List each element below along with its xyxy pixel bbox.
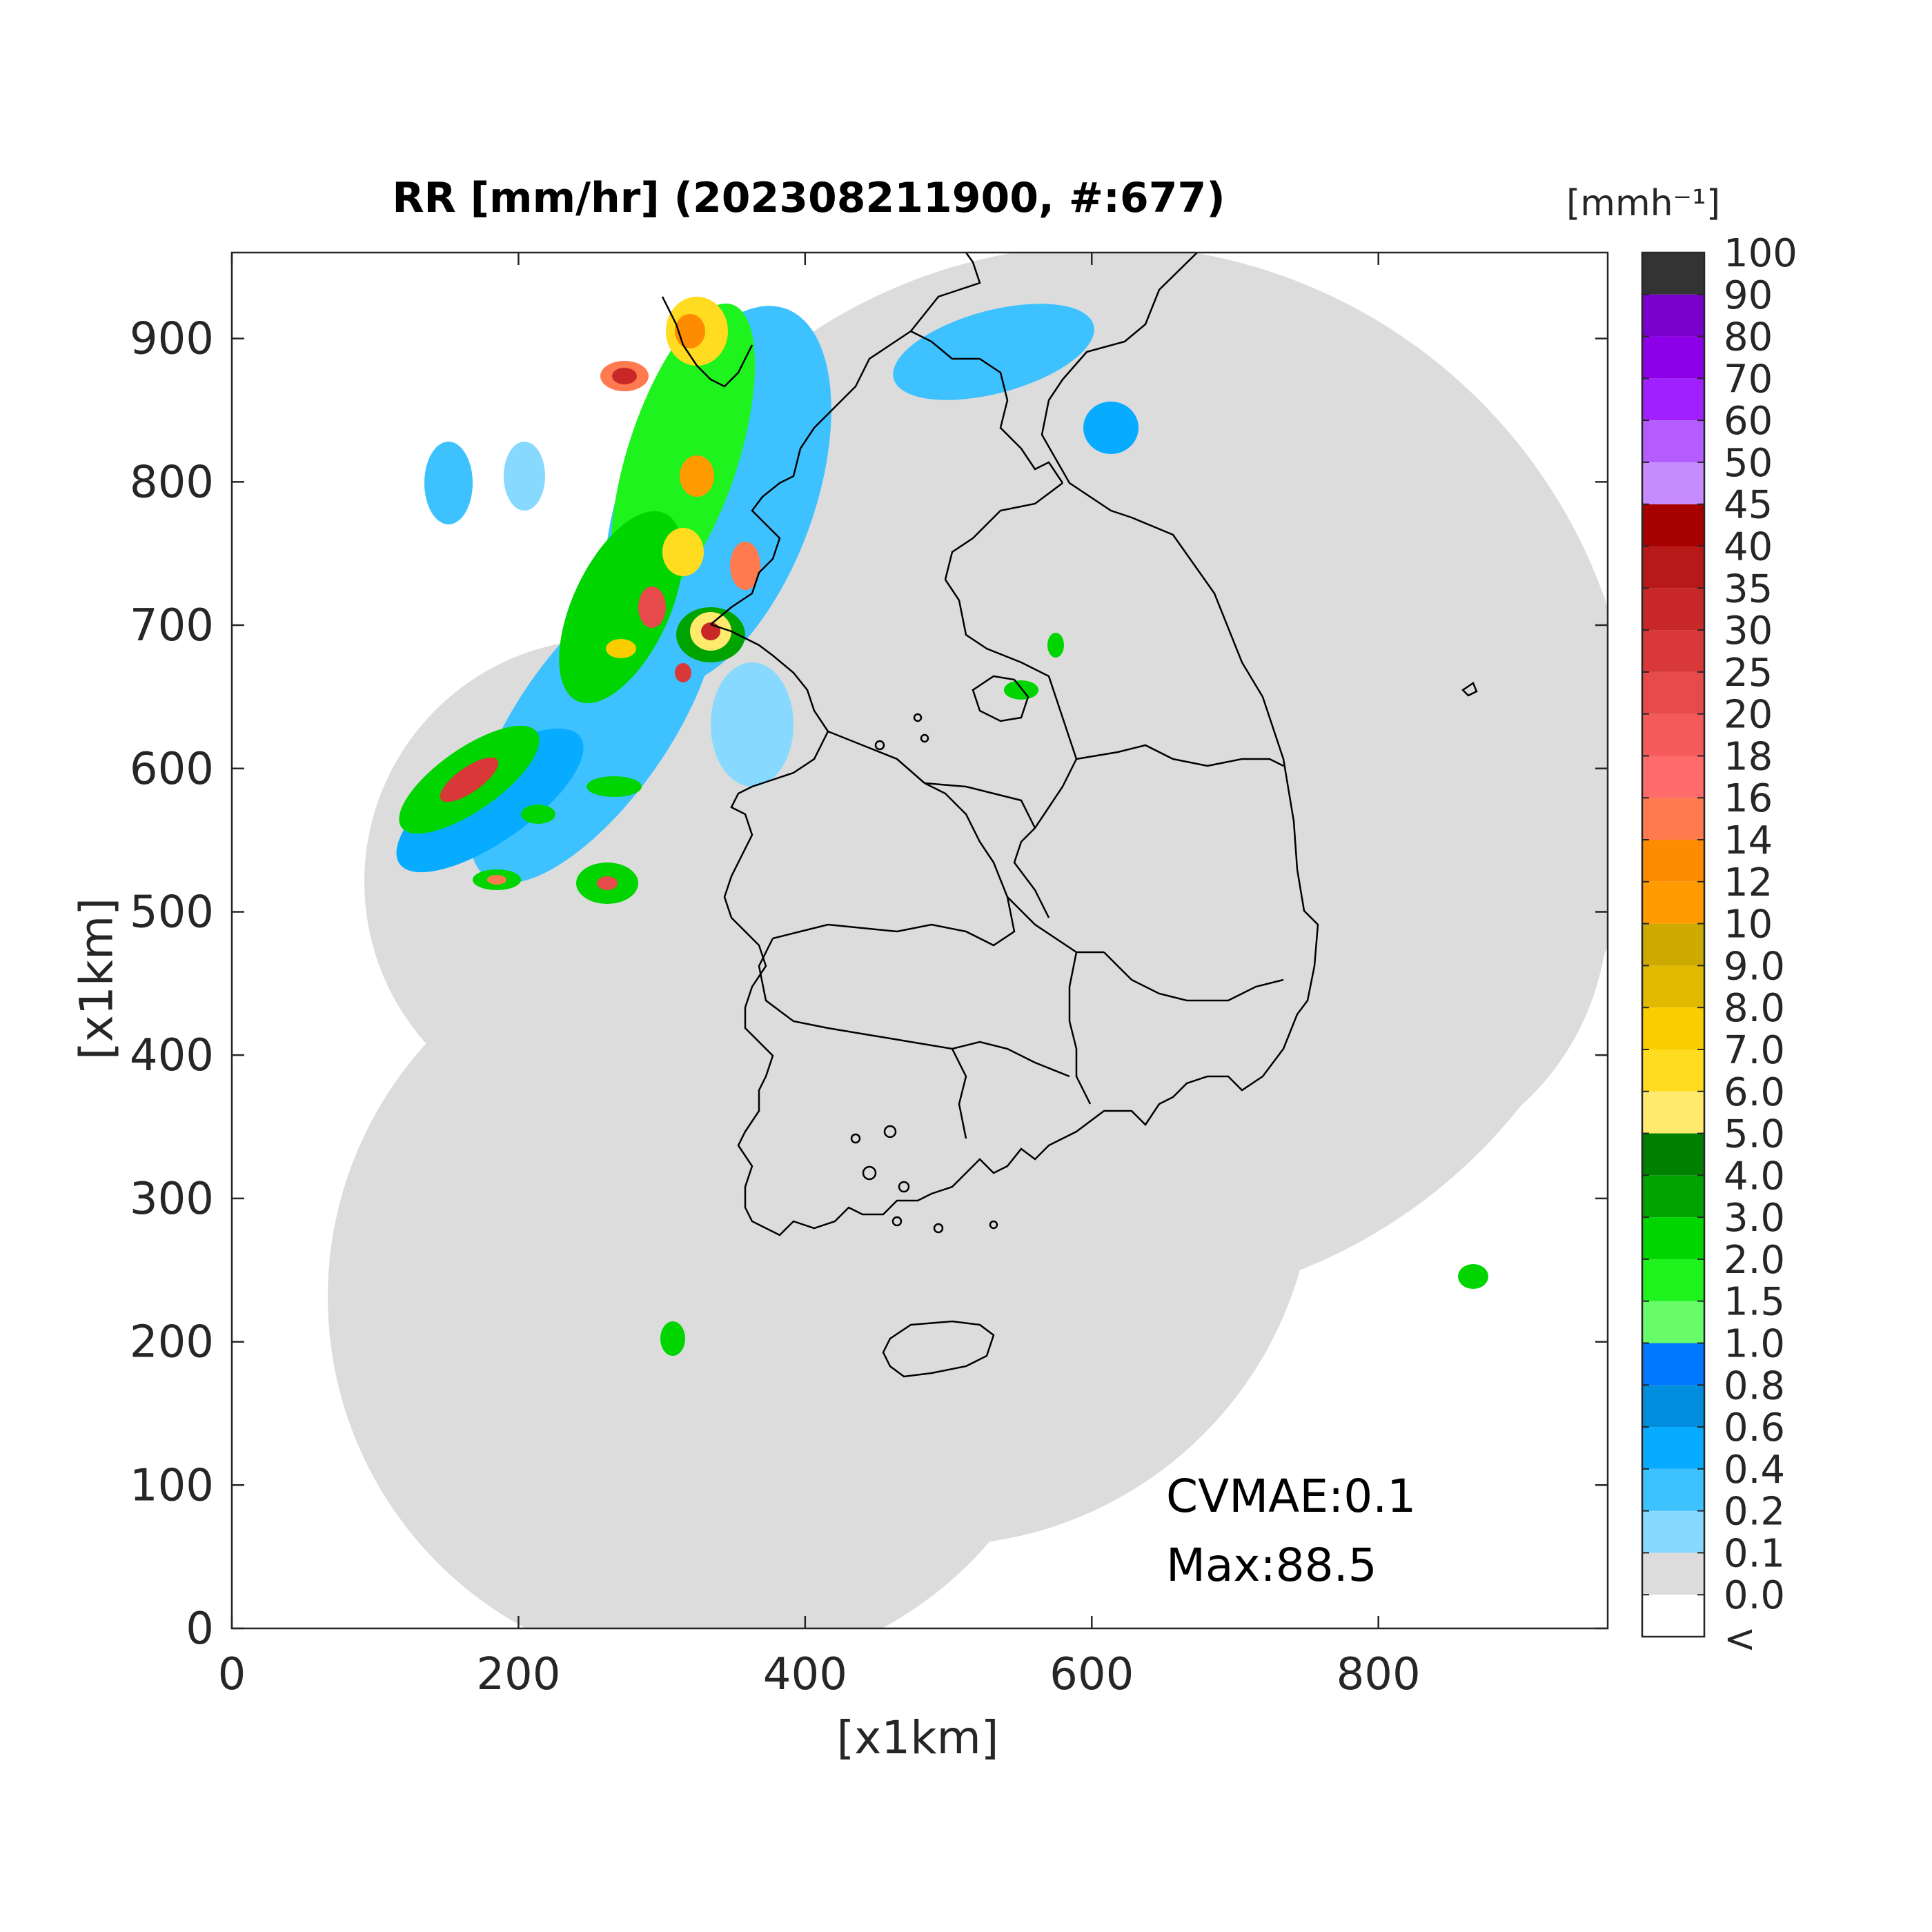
- colorbar-label: 80: [1724, 315, 1773, 360]
- colorbar-label: 16: [1724, 776, 1773, 821]
- colorbar-segment: [1642, 1552, 1704, 1595]
- colorbar-label: 0.4: [1724, 1448, 1785, 1492]
- colorbar-segment: [1642, 798, 1704, 840]
- precipitation-echoes: [396, 297, 1488, 1356]
- colorbar-label: 25: [1724, 651, 1773, 696]
- colorbar-label: 40: [1724, 525, 1773, 570]
- colorbar-segment: [1642, 504, 1704, 546]
- colorbar-segment: [1642, 840, 1704, 882]
- colorbar-segment: [1642, 1217, 1704, 1259]
- colorbar-label: 12: [1724, 860, 1773, 905]
- coastlines-and-borders: [661, 253, 1478, 1378]
- colorbar-label: 4.0: [1724, 1154, 1785, 1199]
- colorbar-label: 0.0: [1724, 1573, 1785, 1618]
- colorbar-label: 2.0: [1724, 1238, 1785, 1283]
- colorbar-label: 100: [1724, 231, 1797, 276]
- colorbar-label: 0.1: [1724, 1531, 1785, 1576]
- colorbar-segment: [1642, 1133, 1704, 1176]
- colorbar-frame: [1641, 251, 1706, 1638]
- colorbar-label: 7.0: [1724, 1028, 1785, 1073]
- colorbar-label: 0.2: [1724, 1490, 1785, 1535]
- colorbar-segment: [1642, 1175, 1704, 1218]
- y-axis-label: [x1km]: [70, 897, 124, 1061]
- colorbar-label: 14: [1724, 818, 1773, 863]
- x-axis-ticks: 0 200 400 600 800: [218, 253, 1421, 1700]
- colorbar-label: 8.0: [1724, 986, 1785, 1031]
- colorbar-under-segment: [1642, 1595, 1704, 1637]
- y-tick-label: 0: [186, 1604, 214, 1655]
- colorbar-segment: [1642, 881, 1704, 924]
- colorbar-label: 45: [1724, 483, 1773, 528]
- y-tick-label: 600: [130, 744, 214, 795]
- colorbar-segment: [1642, 1049, 1704, 1092]
- colorbar-segment: [1642, 713, 1704, 756]
- max-annotation: Max:88.5: [1166, 1539, 1377, 1592]
- colorbar-label: 5.0: [1724, 1112, 1785, 1157]
- y-tick-label: 700: [130, 600, 214, 651]
- colorbar-segment: [1642, 630, 1704, 672]
- colorbar-segment: [1642, 1468, 1704, 1511]
- colorbar-label: 3.0: [1724, 1196, 1785, 1241]
- colorbar-segment: [1642, 1510, 1704, 1553]
- colorbar-label: 6.0: [1724, 1070, 1785, 1115]
- colorbar-segment: [1642, 1427, 1704, 1469]
- colorbar-label: 50: [1724, 441, 1773, 486]
- y-tick-label: 300: [130, 1174, 214, 1225]
- colorbar-segment: [1642, 1385, 1704, 1428]
- plot-title: RR [mm/hr] (202308211900, #:677): [392, 174, 1225, 222]
- colorbar-label: 9.0: [1724, 944, 1785, 989]
- y-tick-label: 500: [130, 887, 214, 938]
- colorbar-segment: [1642, 756, 1704, 798]
- x-tick-label: 600: [1049, 1649, 1134, 1700]
- colorbar-label: 0.8: [1724, 1363, 1785, 1408]
- y-tick-label: 200: [130, 1317, 214, 1368]
- colorbar-segment: [1642, 378, 1704, 421]
- y-tick-label: 100: [130, 1460, 214, 1511]
- colorbar-label: 70: [1724, 357, 1773, 402]
- colorbar-label: 0.6: [1724, 1406, 1785, 1450]
- colorbar-label: 90: [1724, 273, 1773, 318]
- colorbar-segment: [1642, 923, 1704, 966]
- colorbar-label: 35: [1724, 566, 1773, 611]
- axes-frame: [230, 251, 1609, 1630]
- colorbar-label: 18: [1724, 734, 1773, 779]
- colorbar-segment: [1642, 965, 1704, 1008]
- x-tick-label: 200: [476, 1649, 560, 1700]
- colorbar-under-label: <: [1724, 1617, 1756, 1662]
- x-axis-label: [x1km]: [836, 1711, 999, 1764]
- colorbar-segment: [1642, 671, 1704, 714]
- colorbar-label: 20: [1724, 693, 1773, 738]
- x-tick-label: 400: [763, 1649, 847, 1700]
- colorbar-segment: [1642, 588, 1704, 631]
- x-tick-label: 0: [218, 1649, 246, 1700]
- colorbar-segment: [1642, 1007, 1704, 1049]
- colorbar-label: 10: [1724, 903, 1773, 947]
- y-axis-ticks: 0 100 200 300 400 500 600 700 800 900: [130, 314, 1608, 1655]
- colorbar-label: 1.0: [1724, 1321, 1785, 1366]
- colorbar-segment: [1642, 1343, 1704, 1386]
- colorbar-segment: [1642, 294, 1704, 337]
- cvmae-annotation: CVMAE:0.1: [1166, 1470, 1417, 1523]
- colorbar: 0.00.10.20.40.60.81.01.52.03.04.05.06.07…: [1641, 231, 1797, 1662]
- colorbar-segment: [1642, 546, 1704, 589]
- colorbar-label: 60: [1724, 399, 1773, 444]
- colorbar-segment: [1642, 253, 1704, 295]
- y-tick-label: 400: [130, 1030, 214, 1081]
- radar-coverage-area: [328, 253, 1608, 1628]
- colorbar-segment: [1642, 336, 1704, 379]
- colorbar-segment: [1642, 1091, 1704, 1134]
- colorbar-label: 30: [1724, 609, 1773, 653]
- colorbar-segment: [1642, 420, 1704, 462]
- x-tick-label: 800: [1337, 1649, 1421, 1700]
- y-tick-label: 800: [130, 457, 214, 508]
- colorbar-segment: [1642, 1301, 1704, 1343]
- y-tick-label: 900: [130, 314, 214, 365]
- colorbar-segment: [1642, 462, 1704, 504]
- colorbar-label: 1.5: [1724, 1280, 1785, 1325]
- colorbar-unit-label: [mmh⁻¹]: [1566, 183, 1721, 224]
- colorbar-segment: [1642, 1259, 1704, 1301]
